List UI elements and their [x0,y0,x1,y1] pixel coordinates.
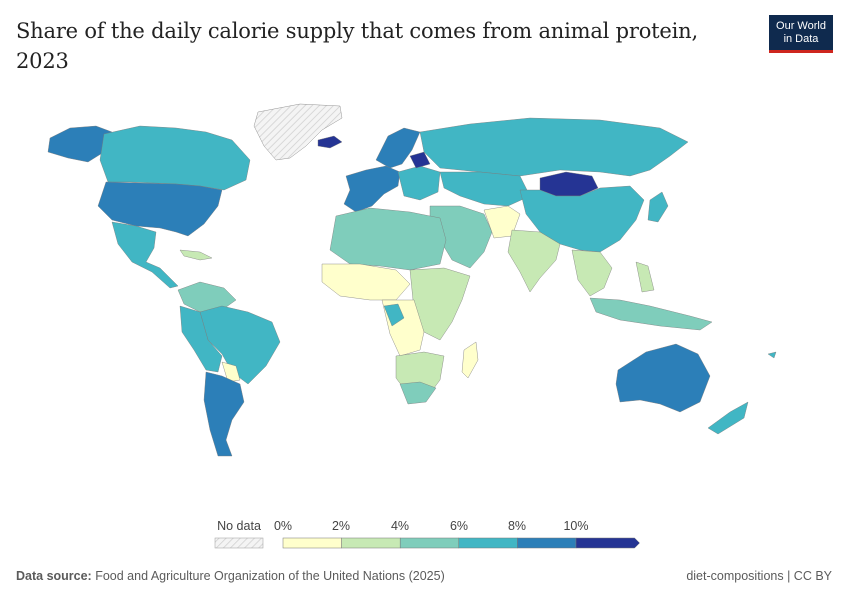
region-central-asia[interactable] [439,171,531,207]
legend-tick: 2% [331,519,351,533]
legend-bin[interactable] [517,537,577,549]
legend-bins [282,537,640,549]
region-belarus[interactable] [409,151,431,169]
region-russia[interactable] [419,117,689,177]
legend-bin[interactable] [575,537,640,549]
legend-no-data-swatch[interactable] [214,537,264,549]
region-pacific-islands[interactable] [767,351,777,359]
region-south-africa[interactable] [399,381,437,405]
legend-bin[interactable] [282,537,342,549]
legend-bin[interactable] [458,537,518,549]
region-philippines[interactable] [635,261,655,293]
region-caribbean[interactable] [179,249,213,261]
legend-no-data-label: No data [217,519,261,533]
legend-bin[interactable] [399,537,460,549]
region-eastern-europe[interactable] [397,165,441,201]
region-japan[interactable] [647,191,669,223]
region-india[interactable] [507,229,561,293]
data-source-label: Data source: [16,569,92,583]
chart-slug-license[interactable]: diet-compositions | CC BY [686,569,832,583]
world-map [47,103,777,457]
data-source: Data source: Food and Agriculture Organi… [16,569,445,583]
region-north-africa[interactable] [329,207,447,271]
region-mexico[interactable] [111,221,179,289]
region-argentina[interactable] [203,371,245,457]
map-legend [214,537,640,549]
logo-line-2: in Data [783,33,819,45]
legend-tick: 8% [507,519,527,533]
region-gabon-congo[interactable] [383,303,405,327]
region-paraguay[interactable] [221,361,241,383]
legend-bin[interactable] [341,537,401,549]
region-south-central-asia[interactable] [483,205,521,239]
legend-tick: 0% [273,519,293,533]
region-andes[interactable] [179,305,223,373]
chart-title: Share of the daily calorie supply that c… [16,19,698,73]
region-western-europe[interactable] [343,165,401,213]
legend-tick: 10% [563,519,589,533]
region-southeast-asia[interactable] [571,249,613,297]
legend-tick: 6% [449,519,469,533]
region-madagascar[interactable] [461,341,479,379]
region-iceland[interactable] [317,135,343,149]
legend-tick: 4% [390,519,410,533]
region-scandinavia[interactable] [375,127,421,169]
region-usa[interactable] [97,181,223,237]
data-source-link[interactable]: Food and Agriculture Organization of the… [95,569,445,583]
region-new-zealand[interactable] [707,401,749,435]
region-maritime-southeast-asia[interactable] [589,297,713,331]
region-west-africa[interactable] [321,263,411,301]
region-canada[interactable] [99,125,251,191]
region-australia[interactable] [615,343,711,413]
logo-line-1: Our World [776,20,826,32]
region-brazil[interactable] [199,305,281,385]
region-greenland[interactable] [253,103,343,161]
region-north-south-america[interactable] [177,281,237,313]
owid-logo[interactable]: Our World in Data [769,15,833,53]
